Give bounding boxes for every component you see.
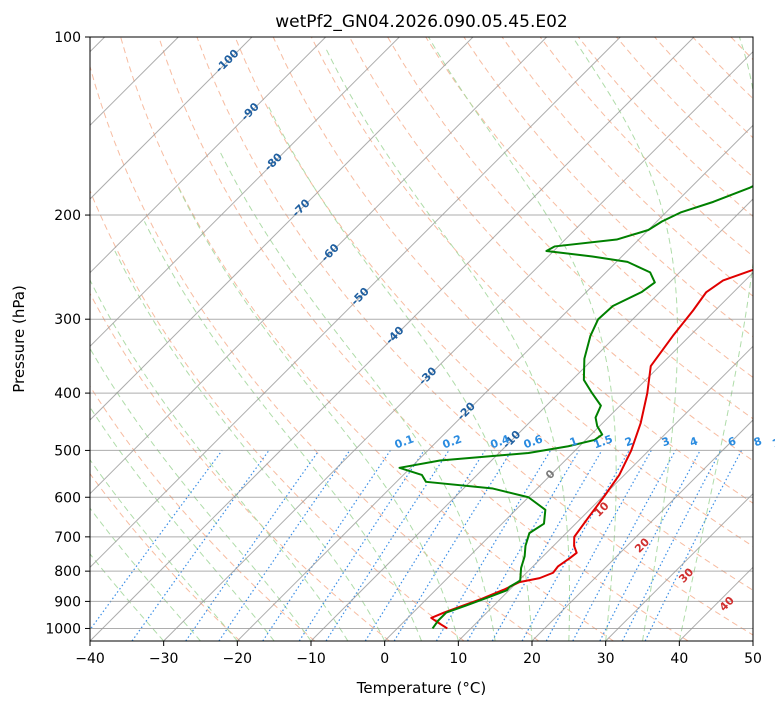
x-tick-label: 30 — [597, 651, 615, 667]
mixing-ratio-label: 0.4 — [489, 432, 512, 451]
mixing-ratio-line — [644, 450, 743, 641]
y-axis-label: Pressure (hPa) — [10, 285, 28, 393]
dry-adiabat — [501, 37, 753, 297]
moist-adiabat — [90, 406, 275, 641]
mixing-ratio-label: 10 — [771, 433, 775, 451]
isotherm-line — [90, 37, 548, 495]
y-tick-label: 600 — [54, 490, 81, 506]
mixing-ratio-line — [185, 450, 320, 641]
isotherm-line — [163, 50, 753, 641]
x-axis-ticks: −40 −30 −20 −10 0 10 20 30 40 50 — [75, 641, 762, 667]
mixing-ratio-line — [545, 450, 652, 641]
dry-adiabat — [90, 189, 465, 641]
dry-adiabat — [90, 472, 241, 641]
x-tick-label: −30 — [149, 651, 179, 667]
x-tick-label: −20 — [223, 651, 253, 667]
x-tick-label: 20 — [523, 651, 541, 667]
y-tick-label: 700 — [54, 530, 81, 546]
mixing-ratio-label: 0.2 — [441, 433, 464, 452]
isotherm-line — [90, 37, 400, 348]
dry-adiabat — [387, 37, 753, 420]
moist-adiabat — [90, 458, 238, 641]
x-tick-label: −40 — [75, 651, 105, 667]
dry-adiabat — [310, 37, 753, 504]
moist-adiabat — [178, 187, 459, 641]
mixing-ratio-label: 0.6 — [522, 432, 545, 451]
y-tick-label: 400 — [54, 386, 81, 402]
moist-adiabat — [428, 37, 617, 641]
mixing-ratio-label: 3 — [660, 435, 672, 450]
y-tick-label: 200 — [54, 208, 81, 224]
y-tick-label: 300 — [54, 312, 81, 328]
moist-adiabat — [572, 37, 679, 641]
mixing-ratio-line — [621, 450, 722, 641]
plot-frame — [89, 36, 754, 642]
dry-adiabat — [349, 37, 753, 462]
mixing-ratio-label: 1.5 — [592, 433, 615, 452]
isotherm-line — [90, 37, 695, 641]
isotherm-line — [90, 37, 621, 569]
y-tick-label: 800 — [54, 564, 81, 580]
profiles — [398, 184, 753, 630]
moist-adiabat — [114, 250, 386, 641]
moist-adiabat — [678, 37, 753, 641]
dry-adiabat — [234, 37, 753, 591]
dry-adiabat — [272, 37, 753, 547]
isotherm-line — [605, 492, 753, 641]
moist-adiabat — [325, 49, 571, 641]
mixing-ratio-label: 4 — [688, 434, 700, 449]
y-tick-label: 100 — [54, 30, 81, 46]
mixing-ratio-line — [90, 450, 223, 631]
isotherm-line — [90, 37, 253, 200]
dry-adiabat — [90, 385, 316, 641]
moist-adiabat — [90, 507, 201, 641]
y-axis-ticks: 100 200 300 400 500 600 700 800 900 1000 — [45, 30, 90, 637]
mixing-ratio-label: 8 — [752, 435, 764, 450]
x-tick-label: 50 — [744, 651, 762, 667]
x-tick-label: −10 — [296, 651, 326, 667]
dry-adiabat — [120, 37, 614, 641]
y-tick-label: 500 — [54, 443, 81, 459]
mixing-ratio-line — [298, 450, 425, 641]
x-tick-label: 0 — [380, 651, 389, 667]
mixing-ratio-label: 0.1 — [393, 433, 416, 452]
mixing-ratio-line — [218, 450, 351, 641]
y-tick-label: 1000 — [45, 621, 81, 637]
dry-adiabat — [463, 37, 753, 338]
isotherm-line — [457, 345, 753, 641]
plot-background — [90, 37, 753, 641]
x-axis-label: Temperature (°C) — [356, 679, 486, 697]
isotherm-line — [384, 271, 753, 641]
mixing-ratio-label: 1 — [568, 435, 580, 450]
y-tick-label: 900 — [54, 594, 81, 610]
moist-adiabat — [143, 221, 422, 641]
mixing-ratio-line — [262, 450, 391, 641]
isotherm-line — [90, 37, 327, 274]
dry-adiabat — [90, 292, 390, 641]
mixing-ratio-line — [572, 450, 677, 641]
isotherm-line — [90, 37, 474, 421]
mixing-ratio-line — [325, 450, 450, 641]
x-tick-label: 40 — [670, 651, 688, 667]
mixing-ratio-label: 6 — [726, 434, 738, 449]
moist-adiabat — [90, 279, 349, 641]
x-tick-label: 10 — [449, 651, 467, 667]
isotherm-line — [236, 124, 753, 641]
isotherm-line — [310, 198, 753, 641]
dry-adiabat — [425, 37, 753, 379]
mixing-ratio-line — [393, 450, 513, 641]
chart-title: wetPf2_GN04.2026.090.05.45.E02 — [275, 12, 567, 32]
isotherm-line — [531, 419, 753, 641]
dewpoint-profile-line — [398, 184, 753, 630]
mixing-ratio-label: 2 — [623, 435, 635, 450]
mixing-ratio-line — [521, 450, 630, 641]
